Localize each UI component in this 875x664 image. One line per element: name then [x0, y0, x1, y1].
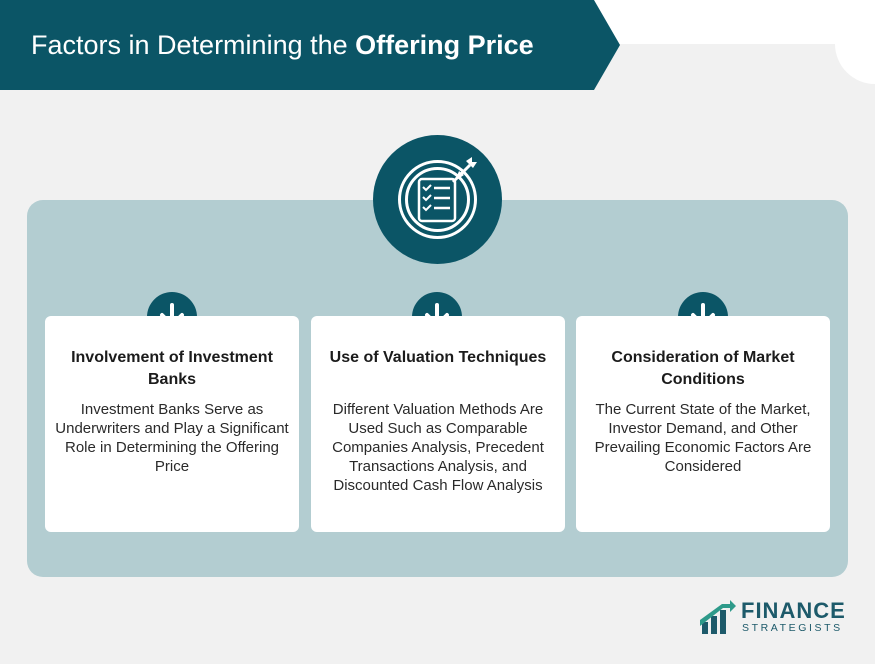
- card-title: Use of Valuation Techniques: [329, 349, 547, 366]
- factor-card-valuation-techniques: Use of Valuation Techniques Different Va…: [311, 316, 565, 532]
- checklist-target-icon: [373, 135, 502, 264]
- page-title: Factors in Determining the Offering Pric…: [31, 27, 534, 63]
- banner-shape: [0, 0, 620, 90]
- factor-card-market-conditions: Consideration of Market Conditions The C…: [576, 316, 830, 532]
- card-title: Involvement of Investment Banks: [71, 349, 273, 388]
- card-title: Consideration of Market Conditions: [611, 349, 795, 388]
- card-body: Investment Banks Serve as Underwriters a…: [55, 401, 289, 475]
- logo-line1: FINANCE: [741, 598, 846, 623]
- title-bold: Offering Price: [355, 30, 534, 60]
- factor-card-investment-banks: Involvement of Investment Banks Investme…: [45, 316, 299, 532]
- card-body: Different Valuation Methods Are Used Suc…: [332, 401, 544, 494]
- logo-line2: STRATEGISTS: [742, 622, 843, 634]
- card-body: The Current State of the Market, Investo…: [594, 401, 812, 475]
- title-banner: Factors in Determining the Offering Pric…: [0, 0, 620, 90]
- title-regular: Factors in Determining the: [31, 30, 356, 60]
- finance-strategists-logo: FINANCE STRATEGISTS: [700, 600, 845, 636]
- logo-mark-icon: [700, 600, 736, 634]
